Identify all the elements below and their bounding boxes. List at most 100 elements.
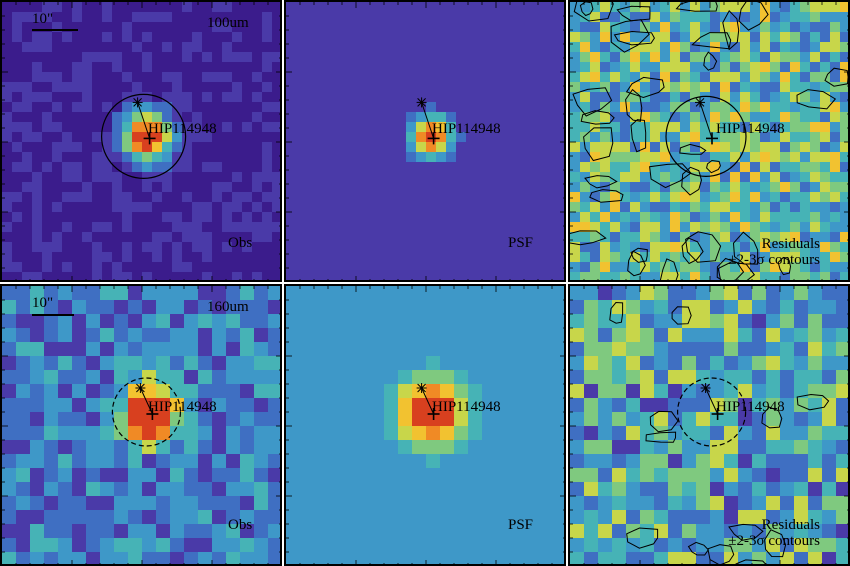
pixel: [12, 72, 23, 83]
pixel: [446, 92, 457, 103]
pixel: [836, 286, 848, 301]
pixel: [82, 102, 93, 113]
pixel: [536, 192, 547, 203]
pixel: [800, 72, 811, 83]
pixel: [114, 426, 129, 441]
pixel: [538, 538, 553, 553]
pixel: [830, 182, 841, 193]
pixel: [102, 42, 113, 53]
pixel: [570, 300, 585, 315]
pixel: [810, 172, 821, 183]
pixel: [30, 300, 45, 315]
pixel: [810, 202, 821, 213]
pixel: [268, 314, 280, 329]
pixel: [2, 370, 17, 385]
pixel: [752, 328, 767, 343]
pixel: [670, 52, 681, 63]
pixel: [156, 286, 171, 301]
pixel: [790, 202, 801, 213]
pixel: [212, 152, 223, 163]
pixel: [162, 2, 173, 13]
pixel: [538, 454, 553, 469]
pixel: [760, 262, 771, 273]
pixel: [202, 32, 213, 43]
pixel: [766, 384, 781, 399]
pixel: [396, 92, 407, 103]
pixel: [240, 426, 255, 441]
pixel: [426, 538, 441, 553]
pixel: [142, 132, 153, 143]
pixel: [398, 384, 413, 399]
pixel: [700, 42, 711, 53]
pixel: [538, 356, 553, 371]
pixel: [496, 454, 511, 469]
pixel: [72, 42, 83, 53]
pixel: [570, 72, 581, 83]
pixel: [356, 52, 367, 63]
pixel: [822, 454, 837, 469]
pixel: [456, 142, 467, 153]
pixel: [192, 252, 203, 263]
pixel: [232, 62, 243, 73]
pixel: [556, 212, 564, 223]
pixel: [42, 92, 53, 103]
pixel: [794, 398, 809, 413]
contour: [580, 110, 615, 125]
pixel: [272, 132, 280, 143]
pixel: [72, 538, 87, 553]
pixel: [810, 182, 821, 193]
pixel: [524, 384, 539, 399]
pixel: [30, 440, 45, 455]
pixel: [680, 52, 691, 63]
pixel: [82, 242, 93, 253]
pixel: [780, 300, 795, 315]
pixel: [82, 72, 93, 83]
pixel: [700, 232, 711, 243]
pixel: [112, 72, 123, 83]
pixel: [122, 232, 133, 243]
pixel: [808, 524, 823, 539]
pixel: [336, 132, 347, 143]
pixel: [454, 412, 469, 427]
pixel: [584, 412, 599, 427]
pixel: [254, 300, 269, 315]
pixel: [612, 412, 627, 427]
pixel: [102, 112, 113, 123]
pixel: [32, 252, 43, 263]
pixel: [770, 172, 781, 183]
pixel: [32, 22, 43, 33]
pixel: [640, 262, 651, 273]
pixel: [810, 92, 821, 103]
pixel: [468, 412, 483, 427]
pixel: [356, 232, 367, 243]
pixel: [252, 132, 263, 143]
pixel: [398, 496, 413, 511]
pixel: [750, 222, 761, 233]
pixel: [682, 440, 697, 455]
pixel: [30, 286, 45, 301]
pixel: [254, 538, 269, 553]
pixel: [416, 182, 427, 193]
pixel: [780, 182, 791, 193]
pixel: [314, 300, 329, 315]
pixel: [162, 82, 173, 93]
pixel: [356, 300, 371, 315]
pixel: [2, 132, 13, 143]
contour: [777, 256, 792, 276]
pixel: [314, 328, 329, 343]
pixel: [556, 112, 564, 123]
pixel: [42, 192, 53, 203]
pixel: [72, 370, 87, 385]
pixel: [620, 82, 631, 93]
pixel: [72, 262, 83, 273]
pixel: [730, 152, 741, 163]
pixel: [570, 122, 581, 133]
pixel: [538, 524, 553, 539]
pixel: [72, 524, 87, 539]
pixel: [240, 496, 255, 511]
pixel: [780, 162, 791, 173]
pixel: [52, 262, 63, 273]
pixel: [182, 242, 193, 253]
pixel: [132, 272, 143, 280]
pixel: [682, 496, 697, 511]
